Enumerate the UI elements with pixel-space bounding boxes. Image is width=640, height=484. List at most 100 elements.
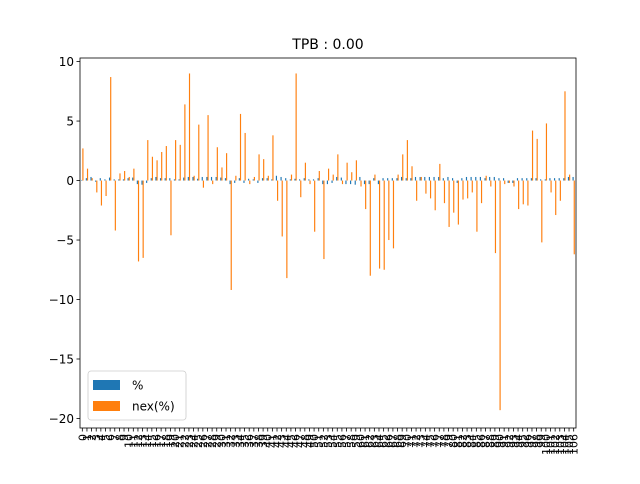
x-tick-label: 18 <box>160 434 173 448</box>
legend: % nex(%) <box>87 370 187 421</box>
x-tick-label: 92 <box>503 434 516 448</box>
bar-nex-62 <box>369 180 371 276</box>
bar-nex-6 <box>110 77 112 181</box>
bar-pct-24 <box>192 176 194 181</box>
bar-nex-35 <box>244 132 246 181</box>
bar-nex-65 <box>383 180 385 270</box>
x-tick-label: 80 <box>447 434 460 448</box>
bar-nex-86 <box>480 180 483 204</box>
x-tick-label: 99 <box>535 434 548 448</box>
bar-pct-30 <box>220 177 222 181</box>
bar-nex-40 <box>267 175 269 181</box>
bar-pct-7 <box>113 179 115 181</box>
bar-nex-22 <box>184 104 186 181</box>
bar-nex-44 <box>286 180 288 279</box>
x-tick-label: 85 <box>470 434 483 448</box>
x-tick-label: 11 <box>127 434 140 448</box>
x-tick-label: 27 <box>201 434 214 448</box>
bar-pct-26 <box>201 176 203 181</box>
bar-pct-59 <box>354 180 356 185</box>
bar-nex-61 <box>365 180 367 210</box>
bar-nex-100 <box>545 123 548 181</box>
bar-nex-106 <box>573 180 575 255</box>
bar-nex-32 <box>230 180 232 290</box>
bar-pct-36 <box>248 178 250 181</box>
y-tick-label: −10 <box>49 293 74 307</box>
bar-pct-31 <box>224 178 227 181</box>
bar-pct-19 <box>169 178 171 181</box>
bar-nex-90 <box>499 180 501 411</box>
x-tick-label: 21 <box>174 434 187 448</box>
x-tick-label: 77 <box>433 434 446 448</box>
bar-nex-78 <box>443 180 446 204</box>
bar-pct-56 <box>340 177 342 181</box>
bar-nex-79 <box>448 180 450 227</box>
bar-pct-48 <box>303 178 305 181</box>
bar-nex-42 <box>277 180 279 201</box>
bar-pct-65 <box>382 178 384 181</box>
bar-pct-5 <box>104 179 106 181</box>
bar-nex-1 <box>86 168 89 181</box>
y-axis: 10 5 0 −5 −10 −15 −20 <box>49 55 80 426</box>
x-tick-label: 56 <box>336 434 349 448</box>
bar-pct-52 <box>322 180 324 185</box>
x-tick-label: 16 <box>150 434 163 448</box>
y-tick-label: −20 <box>49 412 74 426</box>
x-tick-label: 82 <box>456 434 469 448</box>
y-tick-label: −5 <box>56 234 74 248</box>
bar-pct-21 <box>178 179 180 181</box>
x-tick-label: 81 <box>452 434 465 448</box>
bar-nex-72 <box>416 180 418 201</box>
bar-pct-23 <box>187 176 189 181</box>
bar-pct-95 <box>521 178 523 181</box>
x-tick-label: 50 <box>308 434 321 448</box>
x-tick-label: 36 <box>243 434 256 448</box>
x-tick-label: 104 <box>558 434 571 455</box>
bar-pct-50 <box>312 179 315 181</box>
bar-nex-23 <box>188 73 191 181</box>
x-tick-label: 44 <box>280 434 293 448</box>
x-axis: 0123456789101112131415161718192021222324… <box>76 428 581 455</box>
x-tick-label: 15 <box>146 434 159 448</box>
bar-nex-57 <box>346 162 348 181</box>
bar-pct-76 <box>433 176 435 181</box>
x-tick-label: 32 <box>225 434 238 448</box>
x-tick-label: 71 <box>405 434 418 448</box>
bar-pct-22 <box>183 177 185 181</box>
bar-nex-47 <box>300 180 302 198</box>
bar-pct-82 <box>461 178 463 181</box>
x-tick-label: 43 <box>276 434 289 448</box>
x-tick-label: 19 <box>164 434 177 448</box>
bar-nex-48 <box>304 162 306 181</box>
bar-pct-38 <box>257 180 259 183</box>
bar-nex-67 <box>392 180 395 249</box>
x-tick-label: 24 <box>188 434 201 448</box>
x-tick-label: 64 <box>373 434 386 448</box>
bar-nex-13 <box>142 180 144 258</box>
bar-nex-5 <box>105 180 107 197</box>
x-tick-label: 9 <box>118 434 131 441</box>
bar-nex-10 <box>128 176 130 181</box>
bar-nex-82 <box>462 180 464 200</box>
bar-pct-104 <box>563 178 565 181</box>
x-tick-label: 59 <box>350 434 363 448</box>
bar-pct-64 <box>377 180 379 185</box>
x-tick-label: 0 <box>76 434 89 441</box>
bar-nex-63 <box>374 174 376 181</box>
x-tick-label: 4 <box>95 434 108 441</box>
x-tick-label: 33 <box>229 434 242 448</box>
bar-nex-70 <box>406 140 408 181</box>
bar-pct-54 <box>331 180 333 183</box>
bar-nex-88 <box>490 180 492 187</box>
x-tick-label: 25 <box>192 434 205 448</box>
x-tick-label: 10 <box>123 434 136 448</box>
bar-pct-16 <box>155 176 157 181</box>
bar-nex-41 <box>272 135 274 181</box>
bar-pct-3 <box>95 180 97 182</box>
x-tick-label: 12 <box>132 434 145 448</box>
bar-pct-6 <box>108 177 111 181</box>
bar-pct-98 <box>535 178 537 181</box>
y-tick-label: −15 <box>49 352 74 366</box>
x-tick-label: 55 <box>331 434 344 448</box>
bar-nex-80 <box>453 180 455 213</box>
